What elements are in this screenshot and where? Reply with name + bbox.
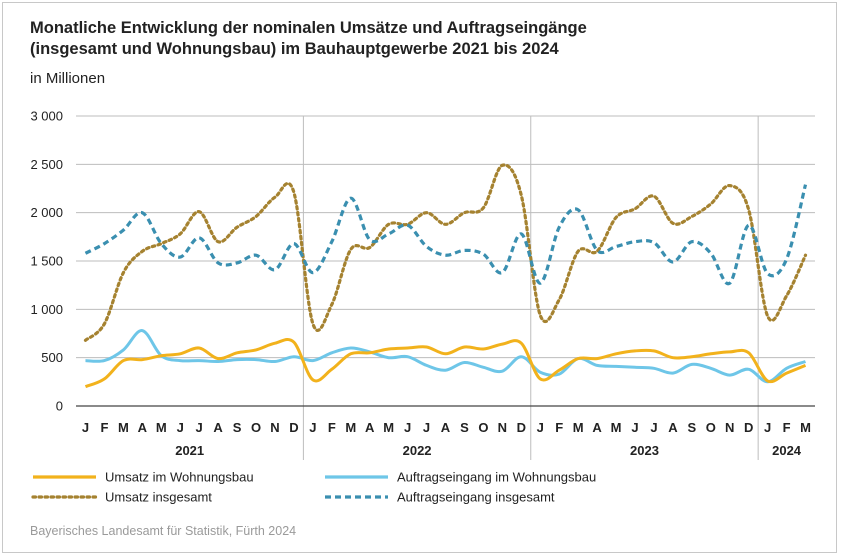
legend-label: Umsatz insgesamt — [105, 490, 212, 505]
x-tick-label: N — [498, 420, 507, 435]
x-tick-label: J — [309, 420, 316, 435]
x-tick-label: F — [328, 420, 336, 435]
series-line-umsatz-im-wohnungsbau — [84, 337, 807, 389]
y-tick-label: 500 — [41, 350, 63, 365]
legend-item: Umsatz insgesamt — [31, 490, 212, 505]
x-tick-label: F — [100, 420, 108, 435]
x-tick-label: S — [687, 420, 696, 435]
x-tick-label: O — [251, 420, 261, 435]
x-tick-label: J — [404, 420, 411, 435]
x-tick-label: J — [631, 420, 638, 435]
chart-title-line1: Monatliche Entwicklung der nominalen Ums… — [30, 19, 587, 37]
x-tick-label: O — [478, 420, 488, 435]
chart-unit-label: in Millionen — [30, 70, 106, 87]
x-tick-label: M — [156, 420, 167, 435]
y-tick-label: 2 500 — [30, 157, 63, 172]
x-tick-label: D — [517, 420, 526, 435]
x-tick-label: O — [706, 420, 716, 435]
x-tick-label: J — [764, 420, 771, 435]
x-tick-label: D — [289, 420, 298, 435]
y-tick-label: 2 000 — [30, 205, 63, 220]
x-tick-label: A — [213, 420, 223, 435]
x-tick-label: F — [783, 420, 791, 435]
x-tick-label: A — [138, 420, 148, 435]
legend-item: Auftragseingang im Wohnungsbau — [325, 470, 596, 485]
x-tick-label: A — [365, 420, 375, 435]
x-tick-label: J — [423, 420, 430, 435]
y-tick-label: 1 500 — [30, 254, 63, 269]
x-tick-label: F — [555, 420, 563, 435]
x-tick-label: M — [118, 420, 129, 435]
series-line-umsatz-insgesamt — [83, 163, 808, 342]
x-tick-label: J — [537, 420, 544, 435]
legend-label: Auftragseingang im Wohnungsbau — [397, 470, 596, 485]
y-tick-label: 0 — [56, 399, 63, 414]
x-tick-label: N — [270, 420, 279, 435]
x-tick-label: M — [800, 420, 811, 435]
x-tick-label: N — [725, 420, 734, 435]
y-tick-label: 1 000 — [30, 302, 63, 317]
x-tick-label: S — [460, 420, 469, 435]
x-tick-label: M — [383, 420, 394, 435]
x-tick-label: J — [196, 420, 203, 435]
year-label: 2024 — [772, 443, 802, 458]
series-line-auftragseingang-im-wohnungsbau — [85, 329, 807, 384]
x-tick-label: M — [345, 420, 356, 435]
x-tick-label: J — [650, 420, 657, 435]
y-tick-label: 3 000 — [30, 109, 63, 124]
year-label: 2022 — [403, 443, 432, 458]
source-note: Bayerisches Landesamt für Statistik, Für… — [30, 524, 297, 538]
year-label: 2023 — [630, 443, 659, 458]
chart-title-line2: (insgesamt und Wohnungsbau) im Bauhauptg… — [30, 40, 559, 58]
legend-label: Umsatz im Wohnungsbau — [105, 470, 254, 485]
series-line-auftragseingang-insgesamt — [84, 184, 808, 286]
x-tick-label: D — [744, 420, 753, 435]
legend-label: Auftragseingang insgesamt — [397, 490, 555, 505]
x-tick-label: A — [592, 420, 602, 435]
legend-item: Auftragseingang insgesamt — [325, 490, 555, 505]
x-tick-label: A — [668, 420, 678, 435]
x-tick-label: M — [573, 420, 584, 435]
legend-item: Umsatz im Wohnungsbau — [33, 470, 254, 485]
x-tick-label: S — [233, 420, 242, 435]
x-tick-label: M — [611, 420, 622, 435]
year-label: 2021 — [175, 443, 204, 458]
chart-title: Monatliche Entwicklung der nominalen Ums… — [30, 18, 730, 60]
x-tick-label: J — [82, 420, 89, 435]
x-tick-label: J — [177, 420, 184, 435]
x-tick-label: A — [441, 420, 451, 435]
